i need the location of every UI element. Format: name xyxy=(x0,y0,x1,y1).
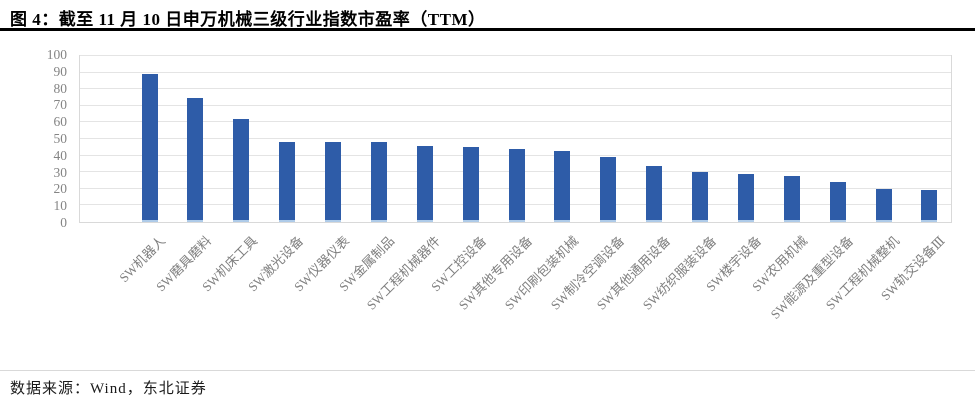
gridline-90 xyxy=(80,71,951,73)
pe-ttm-bar-chart: 0 10 20 30 40 50 60 70 80 90 100 SW机器人 SW磨具磨料 SW机床工具… xyxy=(46,47,952,322)
y-tick-label-20: 20 xyxy=(53,181,68,197)
chart-bar-SW其他专用设备 xyxy=(508,148,525,222)
plot-area xyxy=(79,55,952,223)
y-tick-label-50: 50 xyxy=(53,131,68,146)
figure-title: 图 4：截至 11 月 10 日申万机械三级行业指数市盈率（TTM） xyxy=(10,10,486,29)
chart-bar-SW其他通用设备 xyxy=(646,165,663,222)
gridline-100 xyxy=(80,55,951,56)
chart-bar-SW工程机械器件 xyxy=(416,145,433,222)
y-tick-label-70: 70 xyxy=(53,97,68,113)
y-tick-label-10: 10 xyxy=(53,198,68,214)
y-tick-label-30: 30 xyxy=(53,164,68,180)
chart-bar-SW磨具磨料 xyxy=(187,97,204,222)
gridline-50 xyxy=(80,138,951,139)
chart-bar-SW制冷空调设备 xyxy=(600,157,617,222)
chart-bar-SW仪器仪表 xyxy=(325,142,342,222)
chart-bar-SW机床工具 xyxy=(233,119,250,222)
y-tick-label-40: 40 xyxy=(53,147,68,163)
y-tick-label-100: 100 xyxy=(46,47,67,62)
chart-bar-SW工程机械整机 xyxy=(875,188,892,222)
gridline-80 xyxy=(80,88,951,90)
title-underline-rule xyxy=(0,28,975,31)
chart-bar-SW机器人 xyxy=(141,74,158,222)
chart-bar-SW印刷包装机械 xyxy=(554,150,571,222)
y-tick-label-0: 0 xyxy=(60,215,67,230)
y-tick-label-80: 80 xyxy=(53,80,68,96)
chart-bar-SW工控设备 xyxy=(462,147,479,222)
chart-bar-SW农用机械 xyxy=(783,175,800,222)
gridline-60 xyxy=(80,121,951,123)
data-source-note: 数据来源：Wind，东北证券 xyxy=(10,381,207,397)
gridline-70 xyxy=(80,104,951,106)
chart-bar-SW楼宇设备 xyxy=(737,173,754,222)
y-tick-label-60: 60 xyxy=(53,114,68,130)
chart-bar-SW激光设备 xyxy=(279,142,296,222)
chart-bar-SW能源及重型设备 xyxy=(829,182,846,222)
chart-bar-SW金属制品 xyxy=(370,142,387,222)
chart-bar-SW纺织服装设备 xyxy=(692,172,709,222)
chart-bar-SW轨交设备Ⅲ xyxy=(921,190,938,222)
footer-divider xyxy=(0,370,975,371)
y-tick-label-90: 90 xyxy=(53,63,68,79)
